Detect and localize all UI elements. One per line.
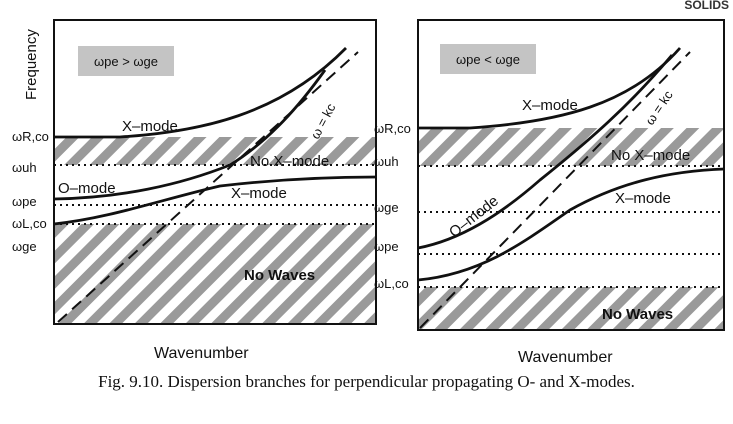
left-no-xmode-label: No X–mode: [250, 153, 329, 170]
left-x-axis-label: Wavenumber: [154, 345, 249, 362]
right-freq-label-lco: ωL,co: [374, 276, 409, 291]
right-hatch-band-upper: [418, 128, 724, 166]
right-condition-box: [440, 44, 536, 74]
right-panel: ωpe < ωge X–mode O–mode X–mode ω = kc No…: [374, 19, 725, 366]
left-condition-text: ωpe > ωge: [94, 54, 158, 69]
right-xmode-lower-curve: [417, 167, 725, 282]
left-panel: ωpe > ωge X–mode O–mode X–mode ω = kc No…: [12, 19, 377, 362]
left-omode-label: O–mode: [58, 180, 116, 197]
right-freq-label-ge: ωge: [374, 200, 399, 215]
corner-header-text: SOLIDS: [684, 0, 729, 12]
right-hatch-band-lower: [418, 287, 724, 330]
right-omode-curve: [417, 54, 674, 250]
left-freq-label-uh: ωuh: [12, 160, 37, 175]
figure-caption: Fig. 9.10. Dispersion branches for perpe…: [98, 372, 635, 391]
left-y-axis-label: Frequency: [23, 29, 40, 100]
left-omode-curve: [53, 69, 327, 201]
left-freq-label-pe: ωpe: [12, 194, 37, 209]
right-xmode-upper-label: X–mode: [522, 97, 578, 114]
left-freq-label-ge: ωge: [12, 239, 37, 254]
left-light-line-label: ω = kc: [307, 100, 338, 141]
right-light-line-label: ω = kc: [642, 87, 676, 127]
left-freq-label-lco: ωL,co: [12, 216, 47, 231]
right-plot-frame: [417, 19, 725, 331]
right-freq-label-rco: ωR,co: [374, 121, 411, 136]
left-light-line: [57, 51, 359, 323]
left-hatch-band-upper: [54, 137, 376, 165]
left-xmode-lower-label: X–mode: [231, 185, 287, 202]
left-freq-label-rco: ωR,co: [12, 129, 49, 144]
right-light-line: [419, 51, 691, 329]
right-freq-label-pe: ωpe: [374, 239, 399, 254]
left-condition-box: [78, 46, 174, 76]
left-xmode-upper-curve: [54, 47, 347, 139]
right-no-waves-label: No Waves: [602, 306, 673, 323]
left-xmode-lower-curve: [53, 175, 377, 226]
left-no-waves-label: No Waves: [244, 267, 315, 284]
right-xmode-lower-label: X–mode: [615, 190, 671, 207]
left-xmode-upper-label: X–mode: [122, 118, 178, 135]
right-freq-label-uh: ωuh: [374, 154, 399, 169]
left-plot-frame: [53, 19, 377, 325]
right-condition-text: ωpe < ωge: [456, 52, 520, 67]
right-x-axis-label: Wavenumber: [518, 349, 613, 366]
right-no-xmode-label: No X–mode: [611, 147, 690, 164]
left-hatch-band-lower: [54, 224, 376, 324]
